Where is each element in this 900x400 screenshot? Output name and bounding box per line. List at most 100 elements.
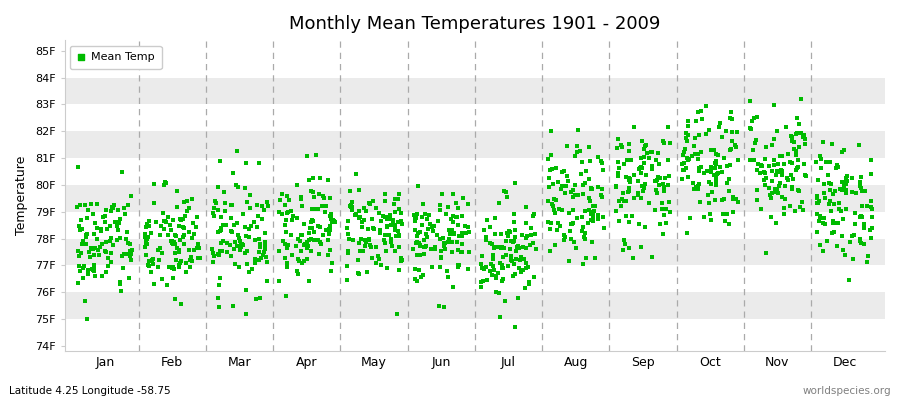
Point xyxy=(311,223,326,229)
Point xyxy=(320,203,334,209)
Point xyxy=(280,264,294,270)
Point xyxy=(305,224,320,231)
Point xyxy=(451,222,465,228)
Point xyxy=(662,173,676,179)
Point xyxy=(810,211,824,218)
Point xyxy=(852,213,867,220)
Point xyxy=(320,252,335,258)
Point xyxy=(259,278,274,284)
Point xyxy=(519,232,534,239)
Point xyxy=(300,238,314,245)
Point xyxy=(557,234,572,240)
Point xyxy=(272,247,286,254)
Point xyxy=(72,223,86,230)
Point xyxy=(276,237,291,244)
Point xyxy=(112,279,127,286)
Point xyxy=(214,214,229,220)
Point xyxy=(113,216,128,222)
Point xyxy=(778,196,792,202)
Point xyxy=(290,215,304,222)
Point xyxy=(153,223,167,229)
Point xyxy=(575,261,590,268)
Point xyxy=(712,124,726,130)
Point xyxy=(649,157,663,164)
Point xyxy=(173,216,187,222)
Point xyxy=(722,176,736,182)
Point xyxy=(416,271,430,278)
Point xyxy=(295,232,310,238)
Point xyxy=(256,248,271,255)
Point xyxy=(191,241,205,248)
Point xyxy=(97,219,112,225)
Point xyxy=(508,234,522,240)
Point xyxy=(578,229,592,236)
Point xyxy=(489,275,503,281)
Point xyxy=(459,230,473,236)
Point xyxy=(385,217,400,224)
Point xyxy=(747,115,761,122)
Point xyxy=(829,165,843,172)
Point xyxy=(631,190,645,197)
Point xyxy=(486,266,500,273)
Point xyxy=(115,252,130,259)
Point xyxy=(549,196,563,203)
Point xyxy=(710,152,724,158)
Point xyxy=(214,225,229,231)
Point xyxy=(645,162,660,169)
Bar xyxy=(65,131,885,158)
Point xyxy=(300,256,314,263)
Point xyxy=(73,202,87,208)
Point xyxy=(486,244,500,251)
Point xyxy=(590,154,605,160)
Point xyxy=(248,256,262,262)
Point xyxy=(484,260,499,267)
Point xyxy=(499,251,513,258)
Point xyxy=(784,171,798,178)
Point xyxy=(479,236,493,243)
Point xyxy=(517,244,531,250)
Point xyxy=(586,214,600,220)
Point xyxy=(742,98,757,104)
Point xyxy=(768,186,782,192)
Point xyxy=(571,191,585,198)
Point xyxy=(110,236,124,243)
Point xyxy=(97,248,112,254)
Bar xyxy=(65,319,885,346)
Point xyxy=(767,102,781,108)
Point xyxy=(644,254,659,260)
Point xyxy=(638,143,652,150)
Point xyxy=(173,236,187,243)
Point xyxy=(547,210,562,216)
Point xyxy=(116,251,130,257)
Bar xyxy=(65,238,885,265)
Point xyxy=(508,227,522,234)
Point xyxy=(166,217,180,223)
Point xyxy=(275,191,290,198)
Point xyxy=(580,220,595,226)
Point xyxy=(349,170,364,177)
Point xyxy=(110,222,124,228)
Point xyxy=(456,194,471,201)
Point xyxy=(176,232,191,238)
Point xyxy=(840,173,854,180)
Point xyxy=(292,237,307,244)
Point xyxy=(212,282,226,288)
Point xyxy=(857,221,871,227)
Point xyxy=(239,311,254,317)
Point xyxy=(648,177,662,184)
Point xyxy=(519,204,534,210)
Point xyxy=(308,206,322,212)
Point xyxy=(223,227,238,234)
Point xyxy=(765,190,779,196)
Point xyxy=(576,182,590,188)
Point xyxy=(304,206,319,212)
Point xyxy=(408,217,422,224)
Point xyxy=(156,210,170,216)
Point xyxy=(257,239,272,246)
Point xyxy=(795,130,809,137)
Point xyxy=(172,262,186,269)
Point xyxy=(781,150,796,157)
Point xyxy=(518,265,533,271)
Point xyxy=(677,149,691,155)
Point xyxy=(99,207,113,213)
